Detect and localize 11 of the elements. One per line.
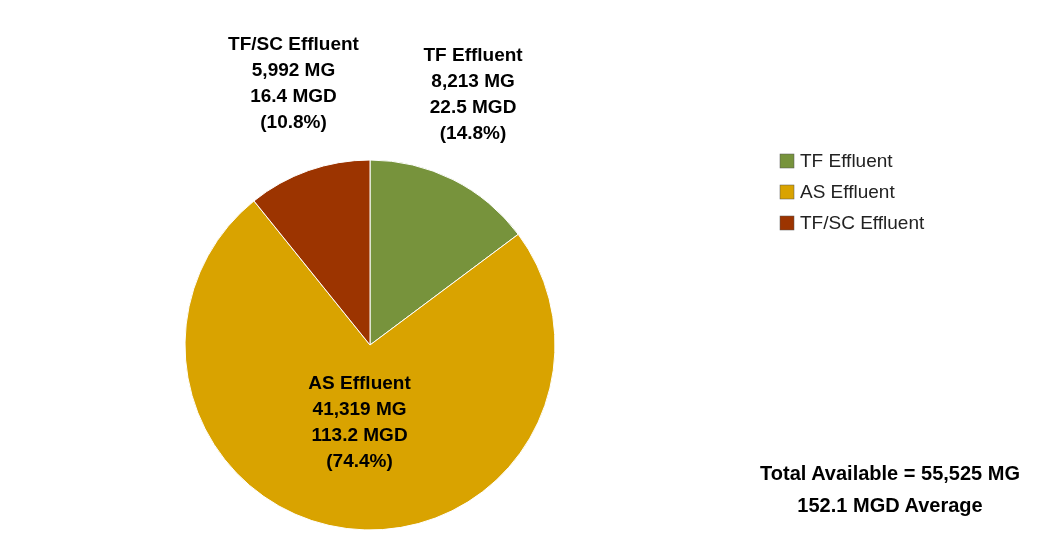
data-label: 41,319 MG 113.2 MGD (74.4%) [311, 397, 408, 471]
text: Total Available = 55,525 MG [760, 462, 1020, 484]
text: 152.1 MGD Average [797, 494, 983, 516]
legend-label: TF/SC Effluent [800, 212, 925, 233]
slice-label: TF Effluent [423, 44, 524, 66]
data-label: 5,992 MG 16.4 MGD (10.8%) [250, 59, 337, 133]
legend-label: AS Effluent [800, 181, 896, 202]
legend-label: TF Effluent [800, 150, 894, 171]
data-label: 8,213 MG 22.5 MGD (14.8%) [429, 70, 517, 144]
slice-label: TF/SC Effluent [228, 33, 360, 55]
slice-label: AS Effluent [308, 371, 412, 393]
